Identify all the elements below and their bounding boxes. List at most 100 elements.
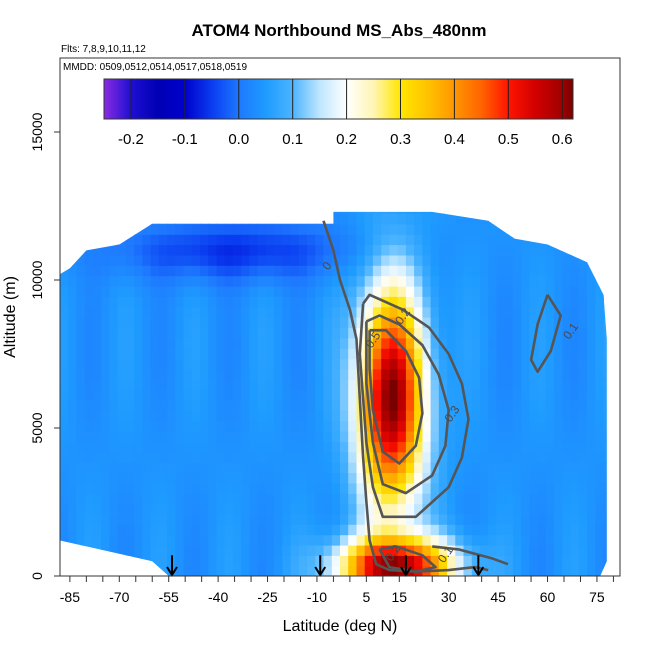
heatmap-cell <box>554 410 563 422</box>
heatmap-cell <box>134 431 143 442</box>
heatmap-cell <box>298 493 308 505</box>
heatmap-cell <box>381 234 390 246</box>
heatmap-cell <box>257 234 267 246</box>
heatmap-cell <box>562 555 572 567</box>
heatmap-cell <box>200 482 209 494</box>
heatmap-cell <box>68 223 77 235</box>
heatmap-cell <box>504 389 514 401</box>
heatmap-cell <box>504 482 514 494</box>
heatmap-cell <box>381 337 390 349</box>
heatmap-cell <box>117 441 127 453</box>
heatmap-cell <box>150 513 160 525</box>
heatmap-cell <box>422 317 432 328</box>
heatmap-cell <box>612 493 621 504</box>
heatmap-cell <box>191 399 201 411</box>
heatmap-cell <box>158 348 168 360</box>
heatmap-cell <box>431 193 440 204</box>
heatmap-cell <box>389 431 399 442</box>
heatmap-cell <box>562 337 572 349</box>
heatmap-cell <box>496 493 506 505</box>
heatmap-cell <box>216 431 226 442</box>
heatmap-cell <box>578 254 588 266</box>
heatmap-cell <box>430 358 440 370</box>
heatmap-cell <box>356 565 366 576</box>
heatmap-cell <box>109 472 119 484</box>
heatmap-cell <box>323 327 333 339</box>
heatmap-cell <box>224 317 234 328</box>
heatmap-cell <box>397 327 407 339</box>
heatmap-cell <box>76 296 86 308</box>
heatmap-cell <box>249 431 259 442</box>
heatmap-cell <box>364 211 374 214</box>
heatmap-cell <box>274 524 283 536</box>
heatmap-cell <box>488 265 497 277</box>
contour-line <box>365 314 450 495</box>
heatmap-cell <box>158 493 168 505</box>
heatmap-cell <box>537 524 547 536</box>
heatmap-cell <box>101 534 110 546</box>
heatmap-cell <box>356 472 366 484</box>
heatmap-cell <box>480 244 489 256</box>
heatmap-cell <box>175 317 185 328</box>
heatmap-cell <box>84 358 94 370</box>
heatmap-cell <box>414 451 423 463</box>
heatmap-cell <box>290 223 300 235</box>
heatmap-cell <box>603 482 607 494</box>
heatmap-cell <box>455 451 465 463</box>
heatmap-cell <box>340 565 349 576</box>
heatmap-cell <box>504 213 514 225</box>
heatmap-cell <box>125 265 135 277</box>
heatmap-cell <box>167 451 176 463</box>
heatmap-cell <box>208 368 217 380</box>
heatmap-cell <box>315 244 325 256</box>
heatmap-cell <box>356 223 366 235</box>
heatmap-cell <box>142 565 152 576</box>
heatmap-cell <box>356 513 366 525</box>
heatmap-cell <box>570 565 580 576</box>
heatmap-cell <box>364 379 374 391</box>
heatmap-cell <box>364 389 374 401</box>
heatmap-cell <box>612 358 621 369</box>
heatmap-cell <box>224 234 234 246</box>
heatmap-cell <box>578 348 588 360</box>
heatmap-cell <box>241 306 250 318</box>
heatmap-cell <box>175 193 184 204</box>
heatmap-cell <box>504 223 514 235</box>
heatmap-cell <box>200 389 209 401</box>
contour-line <box>529 294 562 374</box>
heatmap-cell <box>60 254 69 266</box>
heatmap-cell <box>447 513 456 525</box>
heatmap-cell <box>562 399 572 411</box>
heatmap-cell <box>68 265 77 277</box>
heatmap-cell <box>480 285 489 297</box>
heatmap-cell <box>117 244 127 256</box>
heatmap-cell <box>92 348 102 360</box>
heatmap-cell <box>323 534 333 546</box>
heatmap-cell <box>315 441 325 453</box>
heatmap-cell <box>372 472 382 484</box>
heatmap-cell <box>438 472 448 484</box>
heatmap-cell <box>521 441 530 453</box>
heatmap-cell <box>101 431 110 442</box>
heatmap-cell <box>84 337 94 349</box>
heatmap-cell <box>150 503 160 515</box>
heatmap-cell <box>323 493 333 505</box>
heatmap-cell <box>117 213 127 225</box>
heatmap-cell <box>447 213 456 225</box>
heatmap-cell <box>595 306 605 318</box>
heatmap-cell <box>274 213 283 225</box>
heatmap-cell <box>208 337 217 349</box>
heatmap-cell <box>290 244 300 256</box>
heatmap-cell <box>298 275 308 287</box>
heatmap-cell <box>158 420 168 432</box>
heatmap-cell <box>554 503 563 515</box>
heatmap-cell <box>545 544 555 556</box>
heatmap-cell <box>158 368 168 380</box>
heatmap-cell <box>118 193 127 204</box>
heatmap-cell <box>414 472 423 484</box>
heatmap-cell <box>471 317 481 328</box>
heatmap-cell <box>488 193 497 204</box>
heatmap-cell <box>274 358 283 370</box>
heatmap-cell <box>224 503 234 515</box>
heatmap-cell <box>109 285 119 297</box>
